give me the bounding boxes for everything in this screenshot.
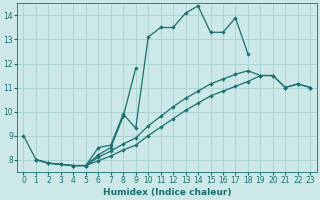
X-axis label: Humidex (Indice chaleur): Humidex (Indice chaleur)	[103, 188, 231, 197]
